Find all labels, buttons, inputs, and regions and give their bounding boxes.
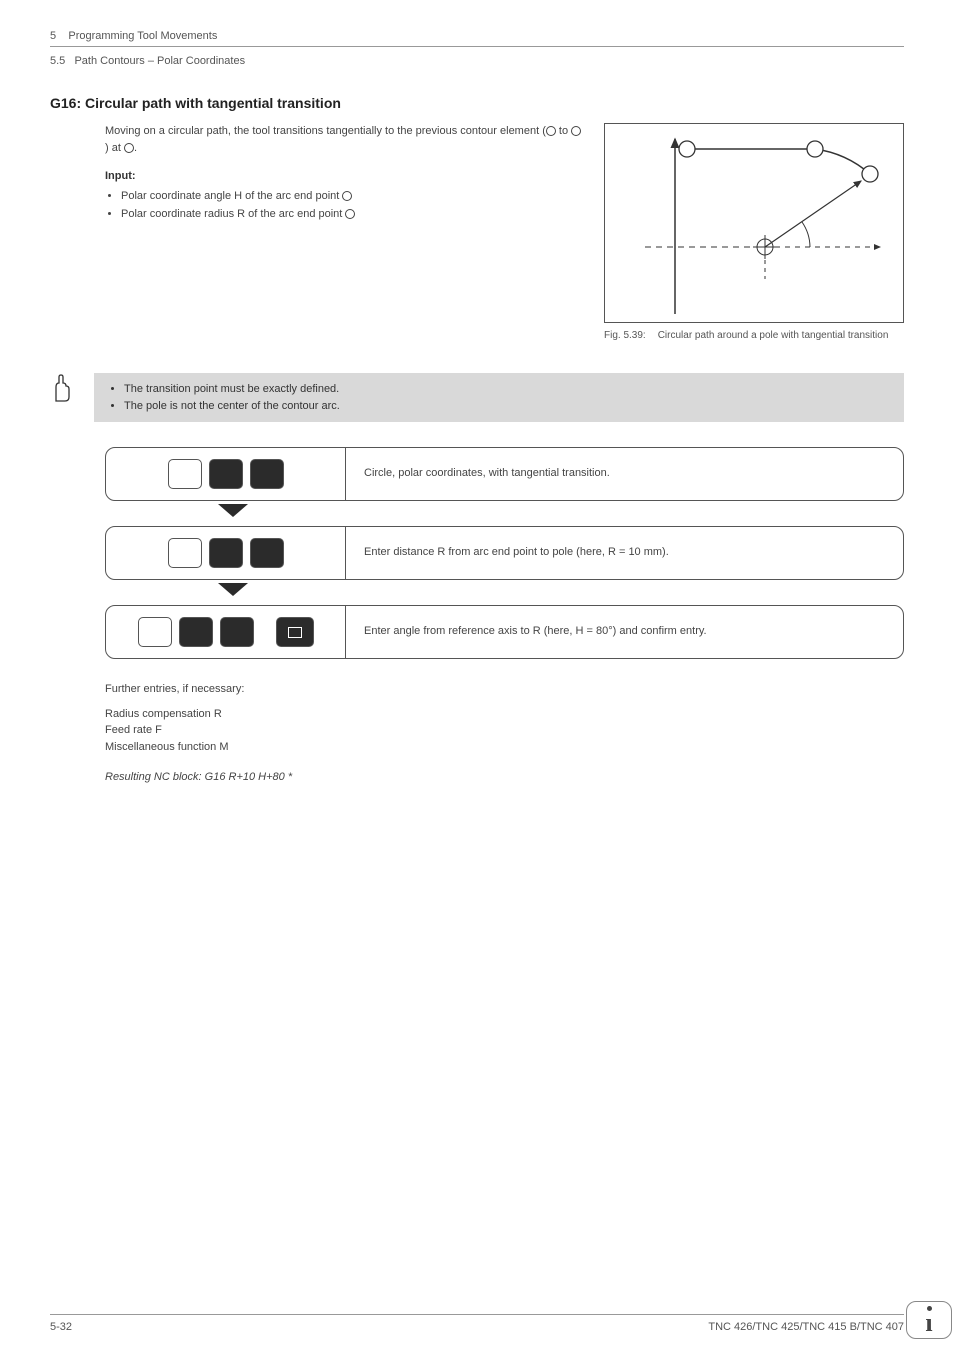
further-line: Radius compensation R	[105, 706, 904, 723]
page-number: 5-32	[50, 1321, 72, 1333]
intro-text: Moving on a circular path, the tool tran…	[105, 123, 584, 156]
further-heading: Further entries, if necessary:	[105, 681, 904, 698]
step-row: Circle, polar coordinates, with tangenti…	[105, 447, 904, 501]
rule	[50, 46, 904, 47]
doc-id: TNC 426/TNC 425/TNC 415 B/TNC 407	[708, 1321, 904, 1333]
key-icon	[138, 617, 172, 647]
section-title: Path Contours – Polar Coordinates	[74, 55, 245, 67]
key-icon	[209, 459, 243, 489]
key-icon	[220, 617, 254, 647]
circle-icon	[571, 126, 581, 136]
key-enter-icon	[276, 617, 314, 647]
input-item: Polar coordinate radius R of the arc end…	[121, 206, 584, 224]
figure-caption: Fig. 5.39: Circular path around a pole w…	[604, 329, 904, 343]
arrow-down-icon	[218, 583, 904, 602]
figure-label: Fig. 5.39:	[604, 329, 646, 343]
circle-icon	[124, 143, 134, 153]
input-label: Input:	[105, 170, 584, 182]
intro-post1: ) at	[105, 142, 124, 154]
chapter-header: 5 Programming Tool Movements	[50, 30, 904, 42]
circle-icon	[342, 191, 352, 201]
intro-pre: Moving on a circular path, the tool tran…	[105, 125, 546, 137]
intro-post2: .	[134, 142, 137, 154]
input-item: Polar coordinate angle H of the arc end …	[121, 188, 584, 206]
steps: Circle, polar coordinates, with tangenti…	[105, 447, 904, 659]
key-icon	[168, 459, 202, 489]
result-block: Resulting NC block: G16 R+10 H+80 *	[105, 769, 904, 786]
circle-icon	[345, 209, 355, 219]
step-text: Enter distance R from arc end point to p…	[346, 527, 903, 579]
key-icon	[168, 538, 202, 568]
step-text: Enter angle from reference axis to R (he…	[346, 606, 903, 658]
step-keys	[106, 527, 346, 579]
section-header: 5.5 Path Contours – Polar Coordinates	[50, 55, 904, 67]
figure-diagram	[604, 123, 904, 323]
chapter-num: 5	[50, 30, 56, 42]
step-row: Enter angle from reference axis to R (he…	[105, 605, 904, 659]
step-row: Enter distance R from arc end point to p…	[105, 526, 904, 580]
section-num: 5.5	[50, 55, 65, 67]
input-item-text: Polar coordinate radius R of the arc end…	[121, 208, 342, 220]
key-icon	[179, 617, 213, 647]
footer: 5-32 TNC 426/TNC 425/TNC 415 B/TNC 407	[50, 1314, 904, 1333]
note-item: The pole is not the center of the contou…	[124, 398, 890, 415]
step-keys	[106, 606, 346, 658]
page-title: G16: Circular path with tangential trans…	[50, 95, 904, 111]
note-box: The transition point must be exactly def…	[94, 373, 904, 422]
info-icon: ı	[906, 1301, 952, 1339]
further-line: Miscellaneous function M	[105, 739, 904, 756]
input-list: Polar coordinate angle H of the arc end …	[105, 188, 584, 223]
figure-caption-text: Circular path around a pole with tangent…	[658, 329, 889, 343]
input-item-text: Polar coordinate angle H of the arc end …	[121, 190, 339, 202]
hand-icon	[50, 373, 74, 408]
step-text: Circle, polar coordinates, with tangenti…	[346, 448, 903, 500]
key-icon	[250, 538, 284, 568]
note-item: The transition point must be exactly def…	[124, 381, 890, 398]
further-line: Feed rate F	[105, 722, 904, 739]
key-icon	[209, 538, 243, 568]
arrow-down-icon	[218, 504, 904, 523]
step-keys	[106, 448, 346, 500]
intro-mid: to	[556, 125, 571, 137]
chapter-title: Programming Tool Movements	[68, 30, 217, 42]
key-icon	[250, 459, 284, 489]
circle-icon	[546, 126, 556, 136]
